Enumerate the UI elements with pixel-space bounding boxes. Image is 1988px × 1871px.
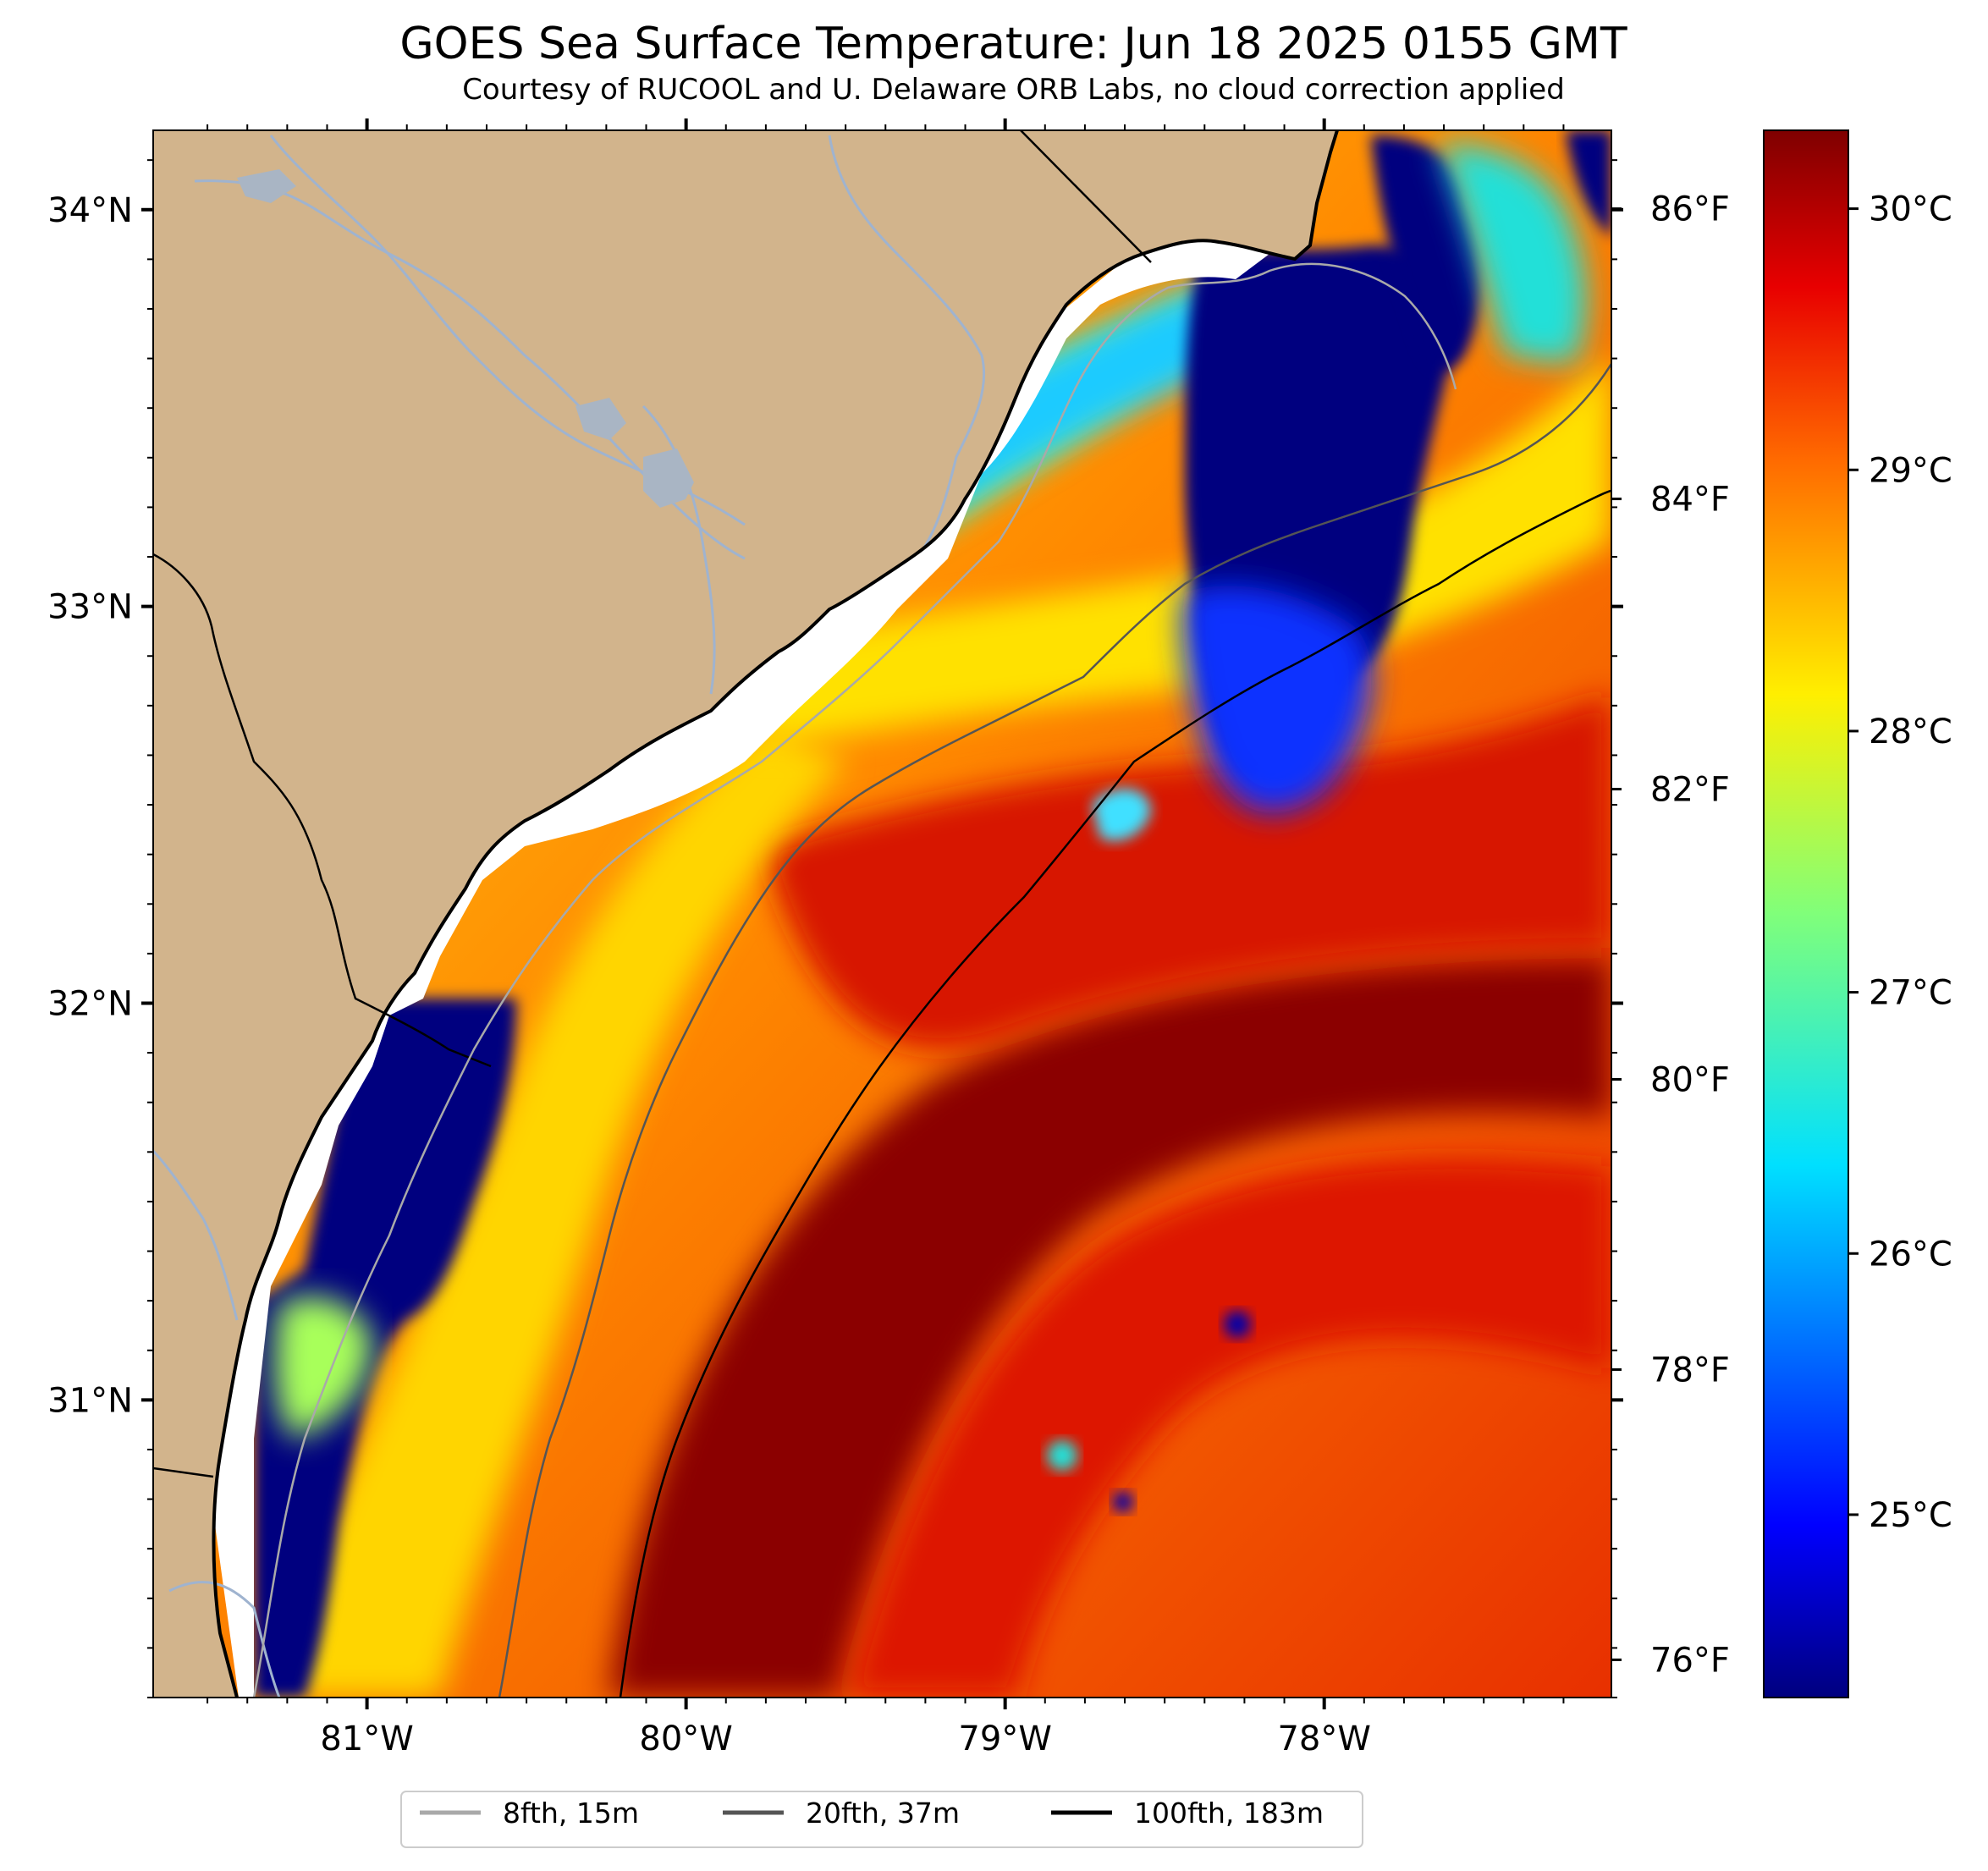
map-subtitle: Courtesy of RUCOOL and U. Delaware ORB L…: [462, 73, 1565, 107]
fahrenheit-tick-label-1: 84°F: [1650, 481, 1730, 520]
celsius-tick-label-0: 30°C: [1869, 190, 1952, 229]
celsius-tick-label-3: 27°C: [1869, 974, 1952, 1013]
cold-eddy-3: [1047, 1440, 1077, 1471]
fahrenheit-tick-label-2: 82°F: [1650, 771, 1730, 810]
lon-tick-label-2: 79°W: [958, 1720, 1051, 1758]
southwest-green-patch: [274, 1296, 372, 1439]
northeast-yellow-band: [762, 355, 1611, 745]
fahrenheit-tick-label-0: 86°F: [1650, 190, 1730, 229]
map-panel: [153, 130, 1611, 1698]
gulf-stream-edge: [846, 1158, 1611, 1698]
isobath-contours: [252, 262, 1611, 1698]
isobath-100fth: [619, 489, 1611, 1698]
lat-tick-label-2: 32°N: [47, 984, 133, 1023]
northeast-cold-patch: [1371, 135, 1480, 370]
southwest-cold-nearshore: [254, 999, 516, 1698]
lake-3: [643, 448, 694, 508]
river-6: [168, 1581, 281, 1698]
fahrenheit-tick-label-5: 76°F: [1650, 1641, 1730, 1680]
nearshore-yellow-band: [254, 728, 846, 1698]
isobath-20fth: [498, 363, 1611, 1698]
map-title: GOES Sea Surface Temperature: Jun 18 202…: [399, 19, 1627, 69]
celsius-tick-label-5: 25°C: [1869, 1496, 1952, 1535]
lon-tick-label-0: 81°W: [320, 1720, 413, 1758]
river-4: [828, 135, 986, 551]
cold-eddy-1: [1224, 1311, 1251, 1338]
lat-tick-label-3: 31°N: [47, 1381, 133, 1420]
upwelling-blue-edge: [1182, 586, 1372, 813]
legend-box: [400, 1791, 1363, 1848]
legend-label-0: 8fth, 15m: [503, 1797, 639, 1830]
lat-tick-label-0: 34°N: [47, 191, 133, 230]
gulf-stream-north: [762, 694, 1611, 1049]
axis-ticks: 81°W 80°W 79°W 78°W 34°N 33°N 32°N 31°N: [47, 118, 1623, 1758]
legend-label-2: 100fth, 183m: [1134, 1797, 1324, 1830]
colorbar: 30°C 29°C 28°C 27°C 26°C 25°C 86°F 84°F 82°F 80°F…: [1611, 129, 1952, 1698]
river-3: [642, 404, 716, 695]
colorbar-ticks: 30°C 29°C 28°C 27°C 26°C 25°C 86°F 84°F 82°F 80°F…: [1611, 190, 1952, 1680]
state-borders: [153, 130, 1152, 1478]
celsius-tick-label-2: 28°C: [1869, 713, 1952, 751]
lon-tick-label-1: 80°W: [639, 1720, 732, 1758]
border-ga-fl: [153, 1467, 214, 1478]
lake-1: [237, 169, 296, 203]
isobath-8fth: [252, 262, 1457, 1698]
legend-label-1: 20fth, 37m: [806, 1797, 960, 1830]
coastline: [212, 130, 1339, 1698]
lake-2: [575, 398, 626, 440]
river-5: [153, 1149, 239, 1321]
border-nc-sc: [1020, 130, 1152, 263]
land-mass: [153, 130, 1337, 1698]
legend: 8fth, 15m 20fth, 37m 100fth, 183m: [400, 1791, 1363, 1848]
legend-items: 8fth, 15m 20fth, 37m 100fth, 183m: [420, 1797, 1324, 1830]
lon-tick-label-3: 78°W: [1277, 1720, 1370, 1758]
celsius-tick-label-4: 26°C: [1869, 1235, 1952, 1274]
colorbar-gradient: [1763, 129, 1849, 1698]
gulf-stream-core: [609, 956, 1611, 1698]
fahrenheit-tick-label-3: 80°F: [1650, 1060, 1730, 1099]
celsius-tick-label-1: 29°C: [1869, 451, 1952, 490]
border-sc-ga: [153, 553, 492, 1068]
cold-filament: [1092, 788, 1151, 841]
map-frame: [152, 129, 1612, 1698]
fahrenheit-tick-label-4: 78°F: [1650, 1351, 1730, 1389]
lat-tick-label-1: 33°N: [47, 588, 133, 627]
northeast-cyan: [1439, 144, 1586, 364]
cold-eddy-2: [1113, 1492, 1133, 1512]
lakes: [237, 169, 694, 508]
northeast-corner-cold: [1566, 130, 1611, 237]
